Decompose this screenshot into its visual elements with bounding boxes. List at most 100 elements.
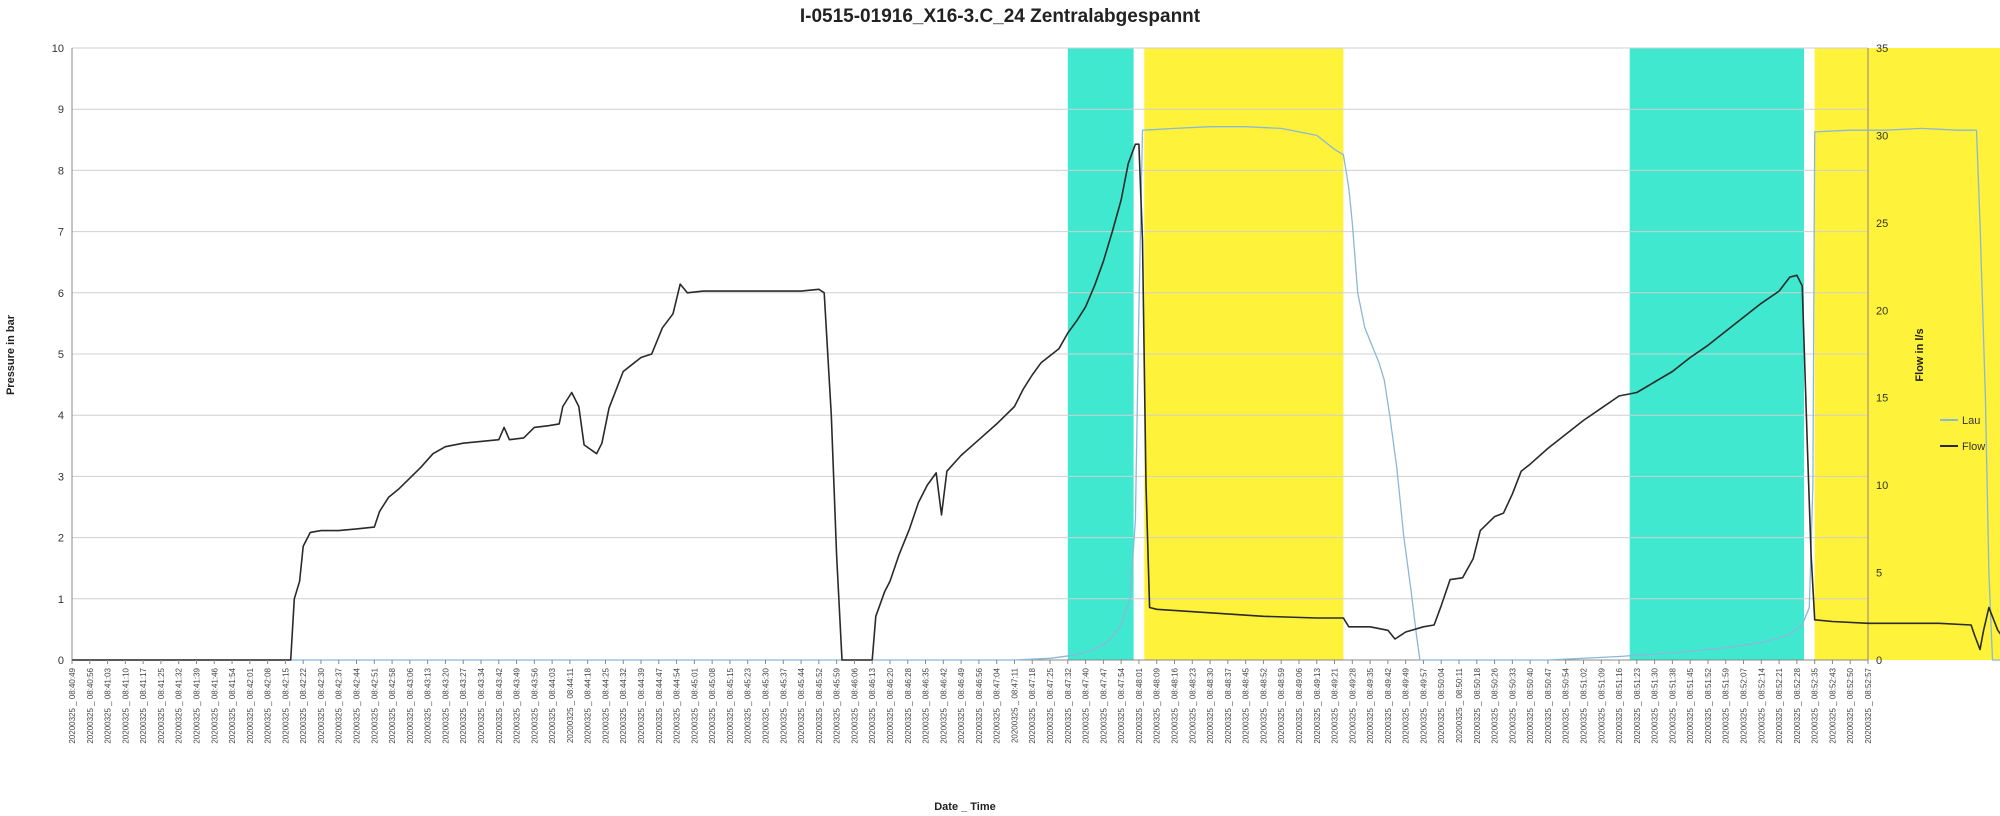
x-tick-label: 20200325 _ 08:41:03	[104, 667, 113, 743]
x-tick-label: 20200325 _ 08:52:50	[1846, 667, 1855, 743]
x-tick-label: 20200325 _ 08:48:01	[1135, 667, 1144, 743]
y-right-tick-label: 25	[1876, 218, 1888, 230]
x-tick-label: 20200325 _ 08:49:35	[1366, 667, 1375, 743]
x-tick-label: 20200325 _ 08:43:13	[424, 667, 433, 743]
y-left-tick-label: 1	[58, 594, 64, 606]
x-tick-label: 20200325 _ 08:44:03	[548, 667, 557, 743]
x-tick-label: 20200325 _ 08:45:52	[815, 667, 824, 743]
y-left-tick-label: 9	[58, 104, 64, 116]
x-tick-label: 20200325 _ 08:41:54	[228, 667, 237, 743]
x-tick-label: 20200325 _ 08:42:08	[264, 667, 273, 743]
y-right-tick-label: 0	[1876, 655, 1882, 667]
y-right-tick-label: 30	[1876, 130, 1888, 142]
x-tick-label: 20200325 _ 08:46:35	[922, 667, 931, 743]
x-tick-label: 20200325 _ 08:50:54	[1562, 667, 1571, 743]
x-tick-label: 20200325 _ 08:45:59	[833, 667, 842, 743]
x-tick-label: 20200325 _ 08:45:37	[779, 667, 788, 743]
x-tick-label: 20200325 _ 08:49:42	[1384, 667, 1393, 743]
x-tick-label: 20200325 _ 08:48:52	[1259, 667, 1268, 743]
x-tick-label: 20200325 _ 08:42:37	[335, 667, 344, 743]
y-left-tick-label: 3	[58, 471, 64, 483]
x-tick-label: 20200325 _ 08:40:49	[68, 667, 77, 743]
y-left-tick-label: 7	[58, 227, 64, 239]
x-tick-label: 20200325 _ 08:43:34	[477, 667, 486, 743]
x-tick-label: 20200325 _ 08:44:54	[673, 667, 682, 743]
x-tick-label: 20200325 _ 08:46:56	[975, 667, 984, 743]
x-tick-label: 20200325 _ 08:49:57	[1419, 667, 1428, 743]
y-right-tick-label: 10	[1876, 480, 1888, 492]
x-tick-label: 20200325 _ 08:50:33	[1508, 667, 1517, 743]
x-tick-label: 20200325 _ 08:47:54	[1117, 667, 1126, 743]
x-tick-label: 20200325 _ 08:50:47	[1544, 667, 1553, 743]
x-tick-label: 20200325 _ 08:42:58	[388, 667, 397, 743]
chart-title: I-0515-01916_X16-3.C_24 Zentralabgespann…	[799, 6, 1201, 27]
x-tick-label: 20200325 _ 08:51:52	[1704, 667, 1713, 743]
x-tick-label: 20200325 _ 08:50:18	[1473, 667, 1482, 743]
legend-label-lau: Lau	[1962, 415, 1980, 427]
y-left-tick-label: 8	[58, 165, 64, 177]
x-tick-label: 20200325 _ 08:47:04	[993, 667, 1002, 743]
x-tick-label: 20200325 _ 08:48:23	[1188, 667, 1197, 743]
x-tick-label: 20200325 _ 08:46:13	[868, 667, 877, 743]
x-tick-label: 20200325 _ 08:47:40	[1082, 667, 1091, 743]
x-tick-label: 20200325 _ 08:51:38	[1668, 667, 1677, 743]
x-tick-label: 20200325 _ 08:41:25	[157, 667, 166, 743]
series-line-lau	[72, 126, 2000, 661]
x-tick-label: 20200325 _ 08:43:06	[406, 667, 415, 743]
x-tick-label: 20200325 _ 08:48:37	[1224, 667, 1233, 743]
x-tick-label: 20200325 _ 08:44:25	[602, 667, 611, 743]
x-tick-label: 20200325 _ 08:44:18	[584, 667, 593, 743]
x-tick-label: 20200325 _ 08:41:39	[193, 667, 202, 743]
x-tick-label: 20200325 _ 08:44:47	[655, 667, 664, 743]
x-tick-label: 20200325 _ 08:47:18	[1028, 667, 1037, 743]
x-tick-label: 20200325 _ 08:52:07	[1740, 667, 1749, 743]
x-tick-label: 20200325 _ 08:48:09	[1153, 667, 1162, 743]
x-tick-label: 20200325 _ 08:48:30	[1206, 667, 1215, 743]
legend-label-flow: Flow	[1962, 441, 1985, 453]
y-right-tick-label: 20	[1876, 305, 1888, 317]
x-tick-label: 20200325 _ 08:43:42	[495, 667, 504, 743]
x-tick-label: 20200325 _ 08:52:28	[1793, 667, 1802, 743]
x-tick-label: 20200325 _ 08:49:13	[1313, 667, 1322, 743]
y-left-tick-label: 0	[58, 655, 64, 667]
x-tick-label: 20200325 _ 08:50:04	[1437, 667, 1446, 743]
x-tick-label: 20200325 _ 08:49:49	[1402, 667, 1411, 743]
y-axis-left-ticks: 0 1 2 3 4 5 6 7 8 9 10	[52, 43, 64, 667]
x-tick-label: 20200325 _ 08:48:16	[1171, 667, 1180, 743]
x-tick-label: 20200325 _ 08:52:21	[1775, 667, 1784, 743]
x-tick-label: 20200325 _ 08:46:42	[939, 667, 948, 743]
series-lines	[72, 126, 2000, 661]
x-tick-label: 20200325 _ 08:47:25	[1046, 667, 1055, 743]
y-left-tick-label: 10	[52, 43, 64, 55]
x-tick-label: 20200325 _ 08:50:26	[1491, 667, 1500, 743]
x-tick-label: 20200325 _ 08:52:35	[1811, 667, 1820, 743]
x-tick-label: 20200325 _ 08:51:16	[1615, 667, 1624, 743]
x-tick-label: 20200325 _ 08:45:08	[708, 667, 717, 743]
x-tick-label: 20200325 _ 08:49:06	[1295, 667, 1304, 743]
x-tick-label: 20200325 _ 08:47:32	[1064, 667, 1073, 743]
y-right-tick-label: 5	[1876, 568, 1882, 580]
y-right-tick-label: 35	[1876, 43, 1888, 55]
x-tick-label: 20200325 _ 08:42:44	[353, 667, 362, 743]
x-tick-label: 20200325 _ 08:42:15	[281, 667, 290, 743]
x-tick-label: 20200325 _ 08:47:47	[1099, 667, 1108, 743]
x-tick-label: 20200325 _ 08:52:57	[1864, 667, 1873, 743]
x-tick-label: 20200325 _ 08:42:51	[370, 667, 379, 743]
x-tick-label: 20200325 _ 08:45:44	[797, 667, 806, 743]
x-tick-label: 20200325 _ 08:46:28	[904, 667, 913, 743]
y-left-tick-label: 2	[58, 533, 64, 545]
x-tick-label: 20200325 _ 08:52:14	[1757, 667, 1766, 743]
x-tick-label: 20200325 _ 08:51:59	[1722, 667, 1731, 743]
x-tick-label: 20200325 _ 08:51:30	[1651, 667, 1660, 743]
y-left-tick-label: 5	[58, 349, 64, 361]
x-tick-label: 20200325 _ 08:46:49	[957, 667, 966, 743]
x-tick-label: 20200325 _ 08:46:06	[850, 667, 859, 743]
x-tick-label: 20200325 _ 08:48:45	[1242, 667, 1251, 743]
y-right-tick-label: 15	[1876, 393, 1888, 405]
x-tick-label: 20200325 _ 08:41:32	[175, 667, 184, 743]
x-tick-label: 20200325 _ 08:51:09	[1597, 667, 1606, 743]
x-tick-label: 20200325 _ 08:43:56	[530, 667, 539, 743]
x-tick-label: 20200325 _ 08:43:49	[513, 667, 522, 743]
x-tick-label: 20200325 _ 08:40:56	[86, 667, 95, 743]
